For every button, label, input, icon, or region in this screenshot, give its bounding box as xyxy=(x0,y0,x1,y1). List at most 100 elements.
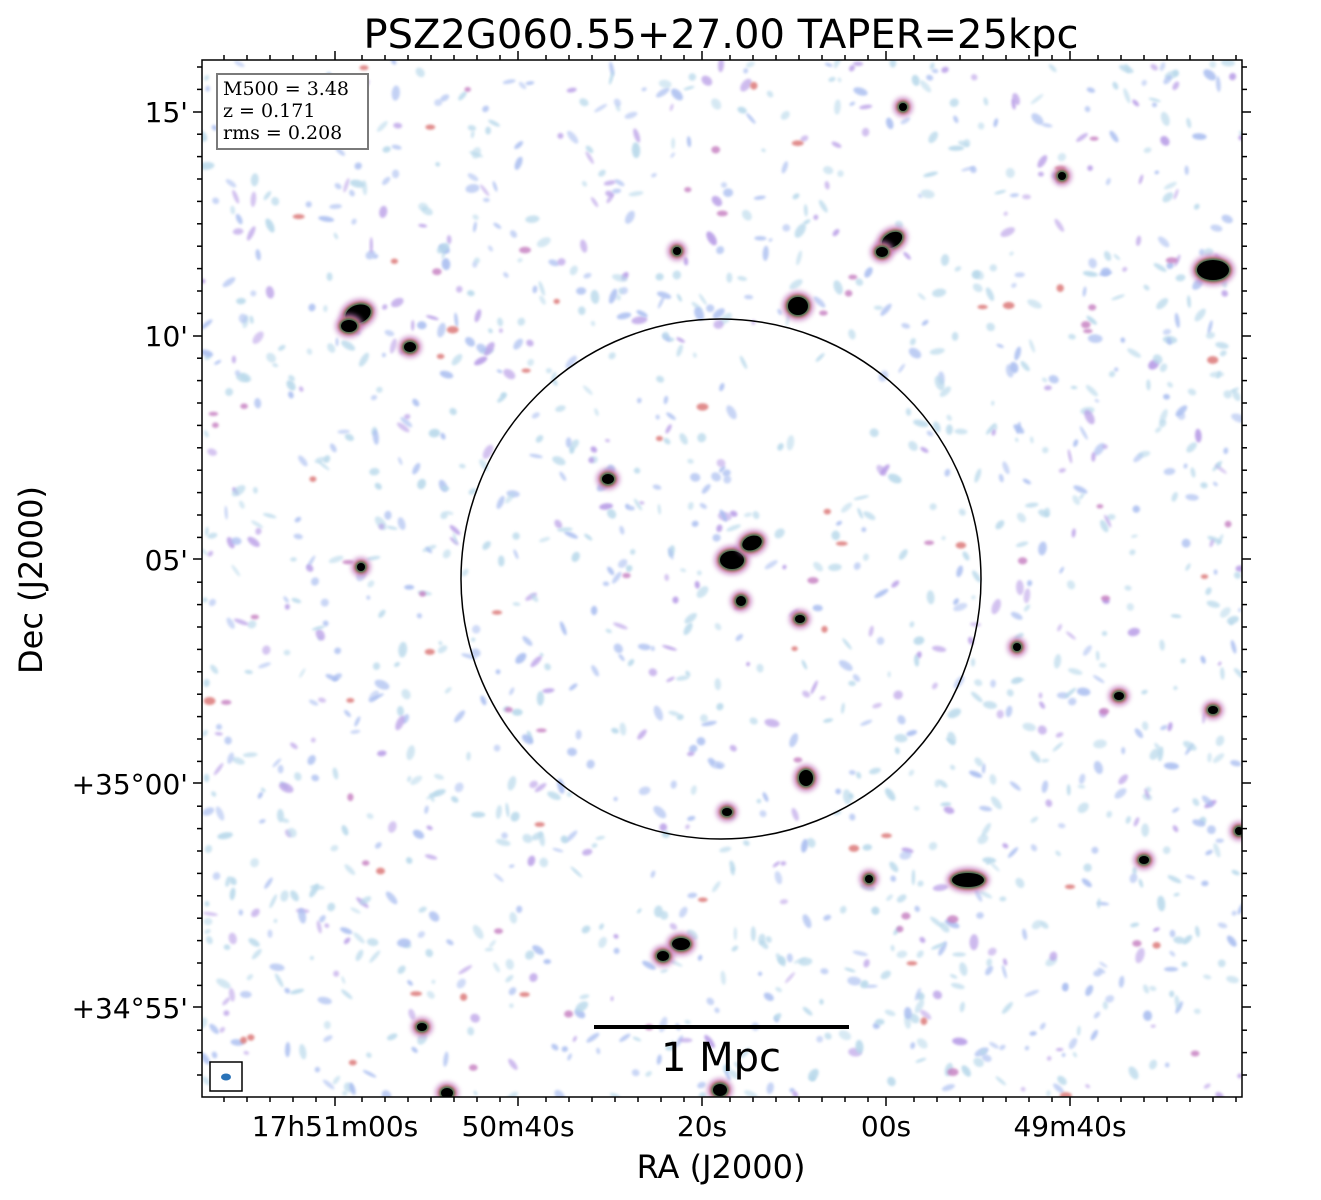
noise-blob xyxy=(848,680,856,687)
noise-blob xyxy=(202,319,213,330)
noise-blob xyxy=(214,360,222,365)
noise-blob xyxy=(645,1071,652,1077)
noise-blob xyxy=(473,1090,478,1096)
noise-blob xyxy=(204,844,213,854)
noise-blob xyxy=(863,959,870,968)
noise-blob xyxy=(341,340,356,351)
noise-blob xyxy=(1215,735,1225,747)
noise-blob xyxy=(631,316,648,325)
noise-blob xyxy=(932,990,943,1000)
noise-blob xyxy=(1043,507,1051,518)
noise-blob xyxy=(893,690,903,700)
noise-blob xyxy=(202,1017,208,1029)
noise-blob xyxy=(278,344,286,351)
noise-blob xyxy=(852,950,868,957)
noise-blob xyxy=(216,978,231,989)
noise-blob xyxy=(740,1047,751,1059)
noise-blob xyxy=(1052,742,1063,752)
noise-blob xyxy=(1194,308,1206,322)
noise-blob xyxy=(1129,873,1138,884)
noise-blob xyxy=(308,699,319,706)
noise-blob xyxy=(613,643,623,654)
noise-blob xyxy=(411,319,415,331)
noise-blob xyxy=(1046,1090,1051,1097)
noise-blob xyxy=(333,673,342,680)
noise-blob xyxy=(536,237,551,248)
noise-blob xyxy=(205,85,211,92)
noise-blob xyxy=(1223,447,1229,455)
radio-source xyxy=(351,557,371,577)
noise-blob xyxy=(1022,194,1031,200)
noise-blob xyxy=(467,173,479,182)
noise-blob xyxy=(872,702,882,709)
noise-blob xyxy=(871,906,880,915)
noise-blob xyxy=(864,267,873,278)
noise-blob xyxy=(668,710,680,717)
faint-source xyxy=(696,403,709,411)
radio-source xyxy=(730,590,752,612)
noise-blob xyxy=(934,779,941,788)
noise-blob xyxy=(1076,1025,1081,1036)
noise-blob xyxy=(690,472,701,482)
noise-blob xyxy=(548,259,559,267)
noise-blob xyxy=(667,547,674,560)
noise-blob xyxy=(1037,725,1047,735)
noise-blob xyxy=(956,565,963,578)
axis-ticks xyxy=(193,51,1251,1106)
noise-blob xyxy=(252,487,258,494)
noise-blob xyxy=(655,414,660,420)
noise-blob xyxy=(921,319,929,326)
noise-blob xyxy=(990,796,1002,810)
noise-blob xyxy=(204,929,211,934)
y-tick-label: 05' xyxy=(145,544,188,577)
faint-source xyxy=(848,274,858,280)
noise-blob xyxy=(716,703,724,711)
noise-blob xyxy=(406,745,415,761)
noise-blob xyxy=(551,371,557,382)
noise-blob xyxy=(227,752,234,764)
noise-blob xyxy=(731,945,739,952)
faint-source xyxy=(821,625,828,633)
noise-blob xyxy=(1076,132,1088,142)
noise-blob xyxy=(437,322,446,338)
noise-blob xyxy=(557,258,566,266)
noise-blob xyxy=(666,412,676,421)
noise-blob xyxy=(1029,339,1035,353)
noise-blob xyxy=(426,825,433,831)
noise-blob xyxy=(1164,966,1179,972)
noise-blob xyxy=(251,948,262,960)
noise-blob xyxy=(349,189,355,197)
noise-blob xyxy=(378,523,385,530)
noise-blob xyxy=(996,343,1004,348)
noise-blob xyxy=(369,950,381,963)
noise-blob xyxy=(986,958,993,967)
radio-source xyxy=(870,241,894,263)
noise-blob xyxy=(908,441,918,451)
noise-blob xyxy=(228,987,235,1002)
noise-blob xyxy=(315,629,326,641)
noise-blob xyxy=(852,674,861,682)
noise-blob xyxy=(943,806,955,814)
noise-blob xyxy=(467,1026,475,1036)
noise-blob xyxy=(495,805,502,819)
noise-blob xyxy=(914,654,920,667)
noise-blob xyxy=(1203,69,1217,81)
noise-blob xyxy=(1220,667,1225,680)
noise-blob xyxy=(404,584,415,590)
noise-blob xyxy=(1030,94,1044,105)
noise-blob xyxy=(998,473,1004,483)
noise-blob xyxy=(444,687,452,694)
radio-source xyxy=(398,336,422,358)
noise-blob xyxy=(974,757,984,767)
noise-blob xyxy=(1230,640,1237,654)
noise-blob xyxy=(949,764,956,771)
noise-blob xyxy=(786,953,793,963)
noise-blob xyxy=(810,680,818,695)
noise-blob xyxy=(1068,668,1083,675)
noise-blob xyxy=(824,1032,832,1040)
r500-circle xyxy=(460,318,982,840)
noise-blob xyxy=(676,337,685,343)
noise-blob xyxy=(202,349,213,357)
noise-blob xyxy=(369,237,373,254)
noise-blob xyxy=(906,730,918,737)
